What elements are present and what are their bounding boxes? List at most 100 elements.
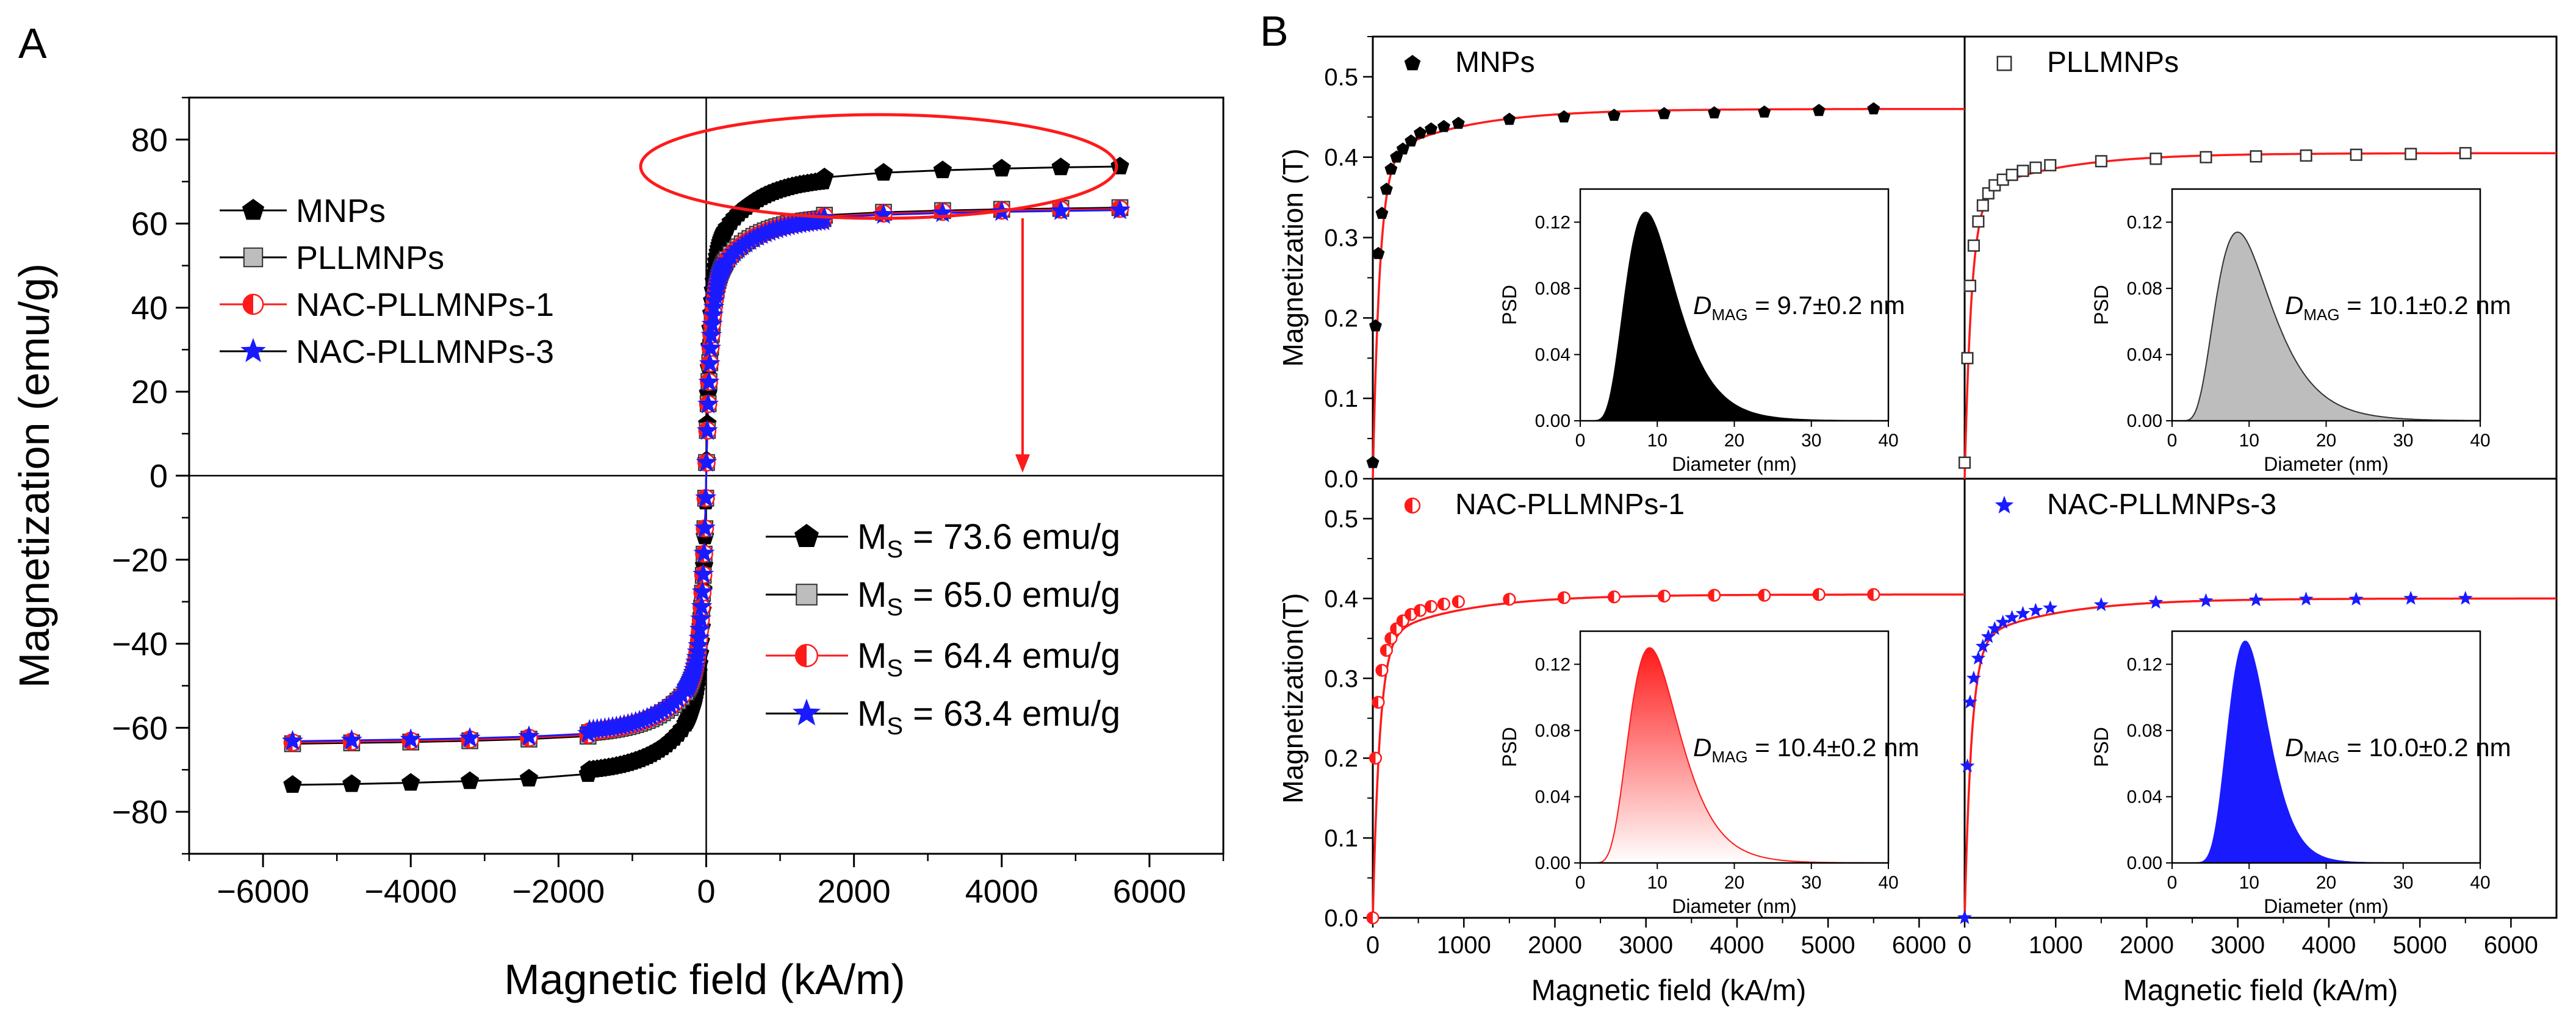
title-marker	[1996, 55, 2012, 71]
panel-b-chart: 0.0 0.1 0.2 0.3 0.4 0.5 Magnetization (T) MNPs 0…	[1277, 35, 2558, 1007]
data-point	[400, 728, 422, 749]
data-point	[1987, 621, 2002, 635]
data-point-half	[1367, 912, 1373, 924]
data-point	[401, 773, 420, 791]
data-point-half	[1391, 623, 1397, 635]
inset-xlabel: Diameter (nm)	[2264, 453, 2388, 475]
data-point	[1708, 588, 1721, 602]
data-point	[2148, 595, 2164, 609]
data-point	[675, 679, 697, 699]
ms-legend-marker-half	[796, 645, 807, 667]
data-point	[1960, 758, 1975, 773]
data-point	[1758, 105, 1771, 118]
panel-a-chart: −6000 −4000 −2000 0 2000 4000 6000 −80 −60 −40 −20…	[10, 96, 1225, 1003]
data-point	[1608, 109, 1621, 121]
data-point	[459, 727, 481, 748]
data-point	[1867, 588, 1880, 601]
y-tick-label: 0.2	[1324, 305, 1358, 332]
data-point	[2248, 592, 2264, 607]
data-point	[1503, 112, 1516, 125]
data-point	[2004, 610, 2020, 624]
data-point	[690, 607, 712, 629]
dmag-value: = 10.0±0.2 nm	[2340, 733, 2511, 762]
inset-y-tick-label: 0.12	[1535, 654, 1570, 674]
y-tick-label: 80	[131, 122, 168, 159]
data-point-half	[1868, 588, 1874, 601]
data-point	[1963, 279, 1977, 292]
inset-y-tick-label: 0.08	[2127, 279, 2162, 299]
data-point	[701, 313, 723, 334]
data-point	[1812, 104, 1826, 116]
psd-inset: 0 10 20 30 40 0.00 0.04 0.08 0.12 Diameter (nm) PS…	[1498, 630, 1919, 917]
data-point	[1425, 122, 1437, 135]
x-tick-label: −2000	[513, 873, 605, 910]
data-point-half	[1385, 632, 1391, 645]
ms-label-0: MS = 73.6 emu/g	[766, 517, 1120, 563]
x-tick-label: 4000	[2301, 932, 2356, 959]
inset-x-tick-label: 10	[2239, 873, 2259, 893]
data-point	[2006, 168, 2018, 181]
subplot-NAC-PLLMNPs-3: 0 1000 2000 3000 4000 5000 6000 Magnetic field …	[1957, 488, 2556, 1007]
data-point	[2043, 600, 2058, 615]
inset-y-tick-label: 0.12	[1535, 212, 1570, 232]
dmag-label: DMAG = 10.0±0.2 nm	[2285, 733, 2511, 766]
inset-ylabel: PSD	[1498, 727, 1520, 767]
inset-x-tick-label: 0	[1575, 431, 1586, 451]
inset-x-tick-label: 30	[2393, 431, 2413, 451]
data-point-half	[1758, 589, 1765, 601]
data-point	[518, 725, 540, 746]
data-point	[2029, 161, 2042, 174]
data-point-half	[1503, 593, 1509, 606]
dmag-subscript: MAG	[1711, 306, 1747, 324]
dmag-value: = 10.1±0.2 nm	[2340, 291, 2511, 320]
title-marker	[1995, 495, 2014, 513]
x-tick-label: 2000	[818, 873, 891, 910]
data-point	[1962, 694, 1977, 709]
legend-marker-half	[243, 294, 253, 315]
data-point	[1961, 352, 1974, 365]
x-tick-label: 4000	[1710, 932, 1764, 959]
subplot-MNPs: 0.0 0.1 0.2 0.3 0.4 0.5 Magnetization (T) MNPs 0…	[1277, 36, 1965, 493]
data-point	[1366, 911, 1380, 925]
x-tick-label: 5000	[1801, 932, 1855, 959]
data-point	[1995, 615, 2010, 629]
data-point	[2044, 159, 2057, 171]
subplot-xlabel: Magnetic field (kA/m)	[2123, 975, 2398, 1007]
inset-xlabel: Diameter (nm)	[1672, 453, 1796, 475]
x-tick-label: 0	[697, 873, 715, 910]
data-point	[671, 684, 693, 704]
data-point	[1557, 591, 1570, 604]
data-point	[2459, 147, 2472, 160]
data-point-half	[1438, 598, 1444, 610]
data-point-half	[1381, 645, 1387, 656]
data-point	[1658, 107, 1671, 120]
x-tick-label: 4000	[965, 873, 1038, 910]
data-point	[2348, 592, 2364, 606]
inset-y-tick-label: 0.12	[2127, 212, 2162, 232]
inset-x-tick-label: 40	[1878, 873, 1898, 893]
data-point	[1708, 106, 1721, 119]
data-point	[1384, 632, 1398, 645]
dmag-symbol: D	[2285, 291, 2303, 320]
data-point	[691, 595, 713, 616]
data-point-half	[1452, 596, 1459, 607]
x-tick-label: 1000	[2029, 932, 2083, 959]
ms-value: = 73.6 emu/g	[903, 517, 1120, 557]
panel-a-xlabel: Magnetic field (kA/m)	[504, 956, 905, 1003]
data-point	[2405, 148, 2417, 160]
inset-y-tick-label: 0.08	[1535, 721, 1570, 741]
ms-label-text: MS = 73.6 emu/g	[857, 517, 1120, 563]
data-point	[992, 159, 1011, 177]
data-point	[519, 768, 539, 787]
subplot-NAC-PLLMNPs-1: 0.0 0.1 0.2 0.3 0.4 0.5 Magnetization(T) 0 1000 2…	[1277, 478, 1965, 1007]
legend-label: PLLMNPs	[296, 240, 444, 276]
y-tick-label: 0.0	[1324, 905, 1358, 932]
data-point	[2017, 165, 2029, 177]
data-point	[693, 542, 715, 563]
ms-legend-marker-body	[796, 584, 818, 606]
ms-subscript: S	[887, 655, 903, 682]
data-point	[1380, 182, 1393, 195]
ms-symbol: M	[857, 575, 887, 615]
data-point	[1972, 215, 1985, 228]
